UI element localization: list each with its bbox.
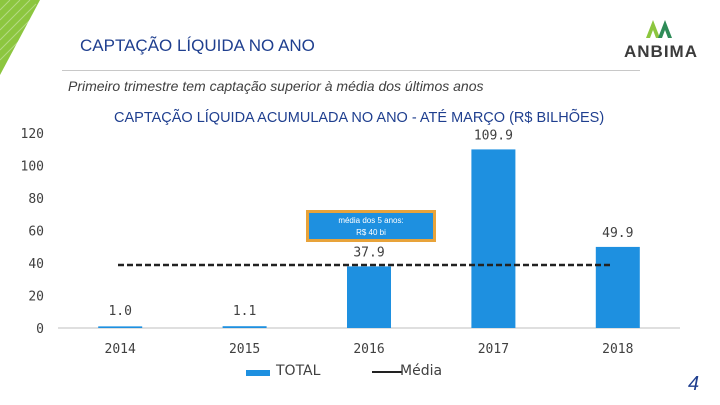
header-divider — [62, 70, 640, 71]
bar-2016 — [347, 266, 391, 328]
bar-2014 — [98, 326, 143, 328]
data-label-2017: 109.9 — [474, 128, 513, 143]
data-label-2014: 1.0 — [108, 304, 131, 319]
average-annotation: média dos 5 anos: R$ 40 bi — [306, 210, 436, 242]
y-tick-label: 20 — [28, 290, 44, 305]
chart-title: CAPTAÇÃO LÍQUIDA ACUMULADA NO ANO - ATÉ … — [114, 110, 605, 126]
page-number: 4 — [688, 373, 700, 395]
bar-2015 — [222, 326, 267, 328]
legend-media-label: Média — [400, 363, 443, 379]
legend-total-swatch — [246, 370, 270, 376]
y-tick-label: 120 — [21, 127, 44, 142]
data-label-2016: 37.9 — [353, 245, 384, 260]
annotation-line2: R$ 40 bi — [356, 228, 386, 237]
y-tick-label: 40 — [28, 257, 44, 272]
bar-2017 — [471, 149, 516, 328]
data-label-2015: 1.1 — [233, 304, 256, 319]
legend-total-label: TOTAL — [276, 363, 321, 379]
annotation-line1: média dos 5 anos: — [338, 216, 404, 225]
y-tick-label: 100 — [21, 160, 44, 175]
subtitle: Primeiro trimestre tem captação superior… — [68, 78, 484, 94]
anbima-logo-icon — [646, 20, 672, 38]
x-tick-label-2014: 2014 — [105, 342, 136, 357]
x-tick-label-2017: 2017 — [478, 342, 509, 357]
y-tick-label: 80 — [28, 192, 44, 207]
page-title: CAPTAÇÃO LÍQUIDA NO ANO — [80, 36, 315, 55]
legend-media-line — [372, 371, 402, 373]
logo-text: ANBIMA — [624, 42, 698, 61]
y-tick-label: 60 — [28, 225, 44, 240]
data-label-2018: 49.9 — [602, 226, 633, 241]
y-tick-label: 0 — [36, 322, 44, 337]
green-corner-decoration — [0, 0, 40, 75]
x-tick-label-2015: 2015 — [229, 342, 260, 357]
x-tick-label-2018: 2018 — [602, 342, 633, 357]
x-tick-label-2016: 2016 — [353, 342, 384, 357]
bar-2018 — [595, 246, 640, 328]
